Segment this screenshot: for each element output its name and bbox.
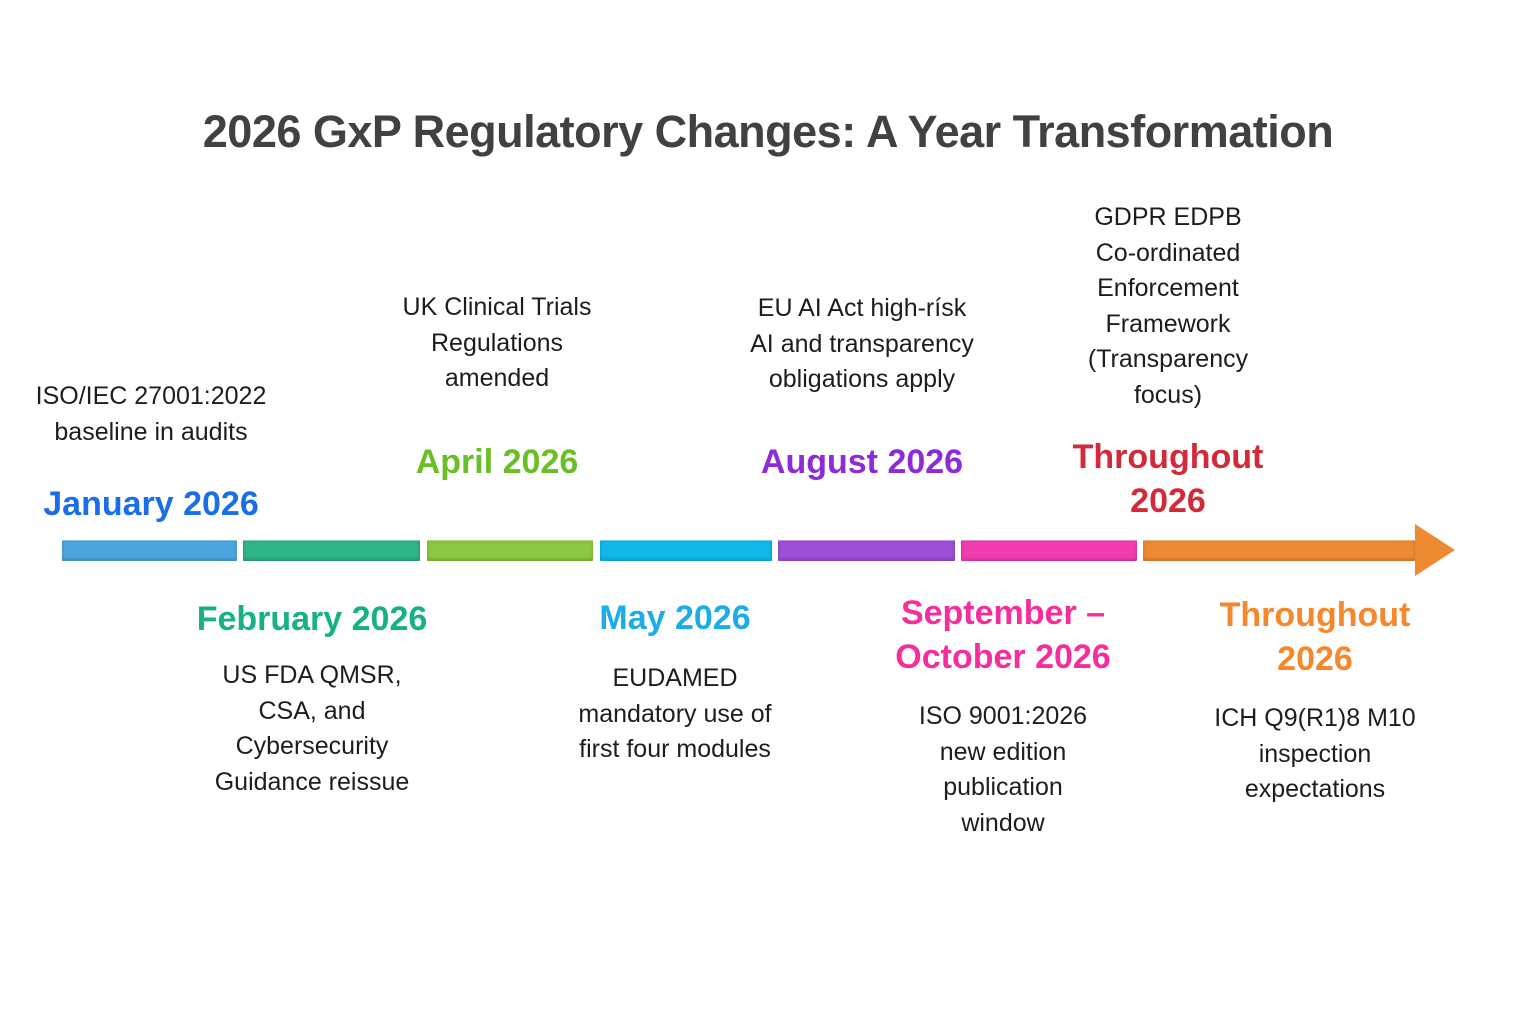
timeline-segment-throughout (1143, 540, 1415, 561)
event-february-label: February 2026 (196, 600, 428, 638)
event-january-description: ISO/IEC 27001:2022 baseline in audits (35, 382, 267, 446)
event-september-october-label: September – October 2026 (895, 594, 1111, 676)
event-may-label: May 2026 (599, 599, 751, 637)
timeline-segment-august (778, 540, 955, 561)
event-throughout-gdpr-description: GDPR EDPB Co-ordinated Enforcement Frame… (1087, 203, 1249, 409)
event-january-label: January 2026 (43, 485, 259, 523)
event-throughout-ich-label: Throughout 2026 (1219, 596, 1411, 678)
timeline-segment-may (600, 540, 772, 561)
timeline-arrowhead-icon (1415, 524, 1455, 576)
event-may-description: EUDAMED mandatory use of first four modu… (578, 664, 772, 763)
event-throughout-ich-description: ICH Q9(R1)8 M10 inspection expectations (1214, 704, 1416, 803)
event-september-october-description: ISO 9001:2026 new edition publication wi… (918, 702, 1088, 837)
timeline-segment-september-october (961, 540, 1137, 561)
event-april-label: April 2026 (415, 443, 579, 481)
timeline-segment-april (427, 540, 593, 561)
page-title: 2026 GxP Regulatory Changes: A Year Tran… (202, 106, 1334, 158)
event-august-description: EU AI Act high-rísk AI and transparency … (750, 294, 974, 393)
timeline-segment-february (243, 540, 420, 561)
event-april-description: UK Clinical Trials Regulations amended (402, 293, 592, 392)
event-august-label: August 2026 (760, 443, 964, 481)
event-february-description: US FDA QMSR, CSA, and Cybersecurity Guid… (214, 661, 410, 796)
timeline-segment-january (62, 540, 237, 561)
event-throughout-gdpr-label: Throughout 2026 (1072, 438, 1264, 520)
